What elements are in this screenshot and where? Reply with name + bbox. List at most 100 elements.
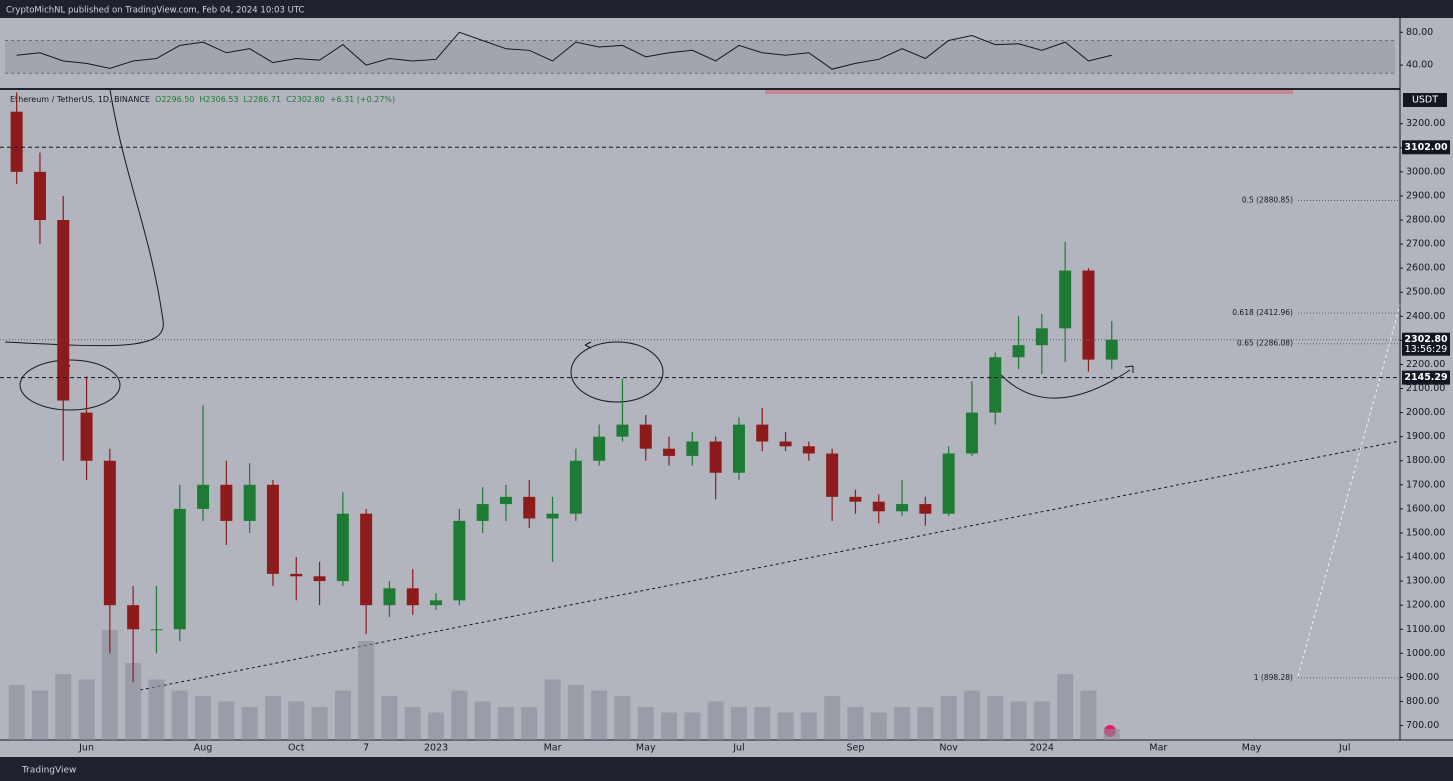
candle-body [266, 484, 279, 574]
rsi-line [16, 31, 1112, 70]
candle-body [756, 424, 769, 442]
legend-symbol: Ethereum / TetherUS, 1D, BINANCE [10, 95, 150, 104]
volume-bar [824, 696, 841, 740]
candle-body [360, 513, 373, 606]
candle-body [965, 412, 978, 454]
volume-bar [404, 707, 421, 740]
x-tick-label: Sep [846, 743, 864, 754]
volume-bar [963, 690, 980, 740]
legend-value: O2296.50 [155, 95, 194, 104]
volume-bar [521, 707, 538, 740]
x-tick-label: Oct [288, 743, 305, 754]
volume-bar [591, 690, 608, 740]
candle-body [336, 513, 349, 582]
volume-bar [474, 701, 491, 740]
current-price: 2302.80 [1404, 334, 1448, 345]
volume-bar [1033, 701, 1050, 740]
candle-body [406, 588, 419, 606]
top-bar [0, 0, 1453, 18]
y-tick-label: 2500.00 [1406, 287, 1445, 298]
legend-value: +6.31 (+0.27%) [330, 95, 395, 104]
fib-label: 0.618 (2412.96) [1232, 308, 1293, 317]
y-tick-label: 2400.00 [1406, 311, 1445, 322]
candle-body [826, 453, 839, 497]
rsi-tick-label: 80.00 [1406, 27, 1433, 38]
candle-body [430, 600, 443, 606]
fib-label: 0.65 (2286.08) [1237, 339, 1293, 348]
candle-body [779, 441, 792, 447]
candle-body [663, 448, 676, 456]
candle-body [476, 504, 489, 521]
drawn-arrow [1124, 365, 1134, 373]
candle-body [732, 424, 745, 473]
candle-body [290, 573, 303, 577]
y-tick-label: 1700.00 [1406, 479, 1445, 490]
x-tick-label: Jun [78, 743, 94, 754]
x-tick-label: 2024 [1030, 743, 1054, 754]
volume-bar [614, 696, 631, 740]
axis-unit: USDT [1412, 95, 1438, 106]
x-tick-label: Aug [194, 743, 213, 754]
byline: CryptoMichNL published on TradingView.co… [6, 6, 305, 16]
volume-bar [78, 679, 95, 740]
candle-body [616, 424, 629, 437]
y-tick-label: 1800.00 [1406, 455, 1445, 466]
x-tick-label: May [636, 743, 656, 754]
volume-bar [241, 707, 258, 740]
candle-body [919, 504, 932, 514]
volume-bar [171, 690, 188, 740]
x-tick-label: Jul [1338, 743, 1350, 754]
volume-bar [101, 630, 118, 740]
volume-bar [334, 690, 351, 740]
candle-body [1082, 270, 1095, 360]
candle-body [1012, 345, 1025, 358]
volume-bar [125, 663, 142, 740]
candle-body [709, 441, 722, 473]
footer-bar [0, 757, 1453, 781]
y-tick-label: 2900.00 [1406, 190, 1445, 201]
volume-bar [428, 712, 445, 740]
candle-body [989, 357, 1002, 413]
y-tick-label: 1000.00 [1406, 648, 1445, 659]
candle-body [80, 412, 93, 461]
candle-body [383, 588, 396, 606]
drawn-circle [570, 341, 664, 403]
y-tick-label: 3000.00 [1406, 166, 1445, 177]
volume-bar [917, 707, 934, 740]
candle-body [150, 629, 163, 631]
y-tick-label: 2100.00 [1406, 383, 1445, 394]
volume-bar [358, 641, 375, 740]
legend-value: L2286.71 [244, 95, 282, 104]
volume-bar [754, 707, 771, 740]
candle-body [523, 496, 536, 519]
candle-body [33, 171, 46, 220]
volume-bar [264, 696, 281, 740]
y-tick-label: 1600.00 [1406, 503, 1445, 514]
y-tick-label: 1900.00 [1406, 431, 1445, 442]
candle-body [639, 424, 652, 449]
candle-body [173, 508, 186, 630]
price-tag-label: 3102.00 [1404, 142, 1448, 153]
plot-background [0, 18, 1453, 740]
volume-bar [381, 696, 398, 740]
volume-bar [1080, 690, 1097, 740]
candle-body [197, 484, 210, 509]
volume-bar [55, 674, 72, 740]
y-tick-label: 1400.00 [1406, 552, 1445, 563]
price-tag-label: 2145.29 [1404, 372, 1447, 383]
candle-body [220, 484, 233, 521]
y-tick-label: 3200.00 [1406, 118, 1445, 129]
candle-body [453, 520, 466, 601]
current-price-tag [1402, 332, 1450, 356]
candle-body [243, 484, 256, 521]
brand: TradingView [21, 766, 76, 776]
x-tick-label: Jul [732, 743, 744, 754]
volume-bar [8, 685, 25, 740]
y-tick-label: 2700.00 [1406, 239, 1445, 250]
volume-bar [148, 679, 165, 740]
candle-body [1059, 270, 1072, 329]
candle-body [1105, 339, 1118, 360]
candle-body [127, 605, 140, 630]
candle-body [872, 501, 885, 512]
